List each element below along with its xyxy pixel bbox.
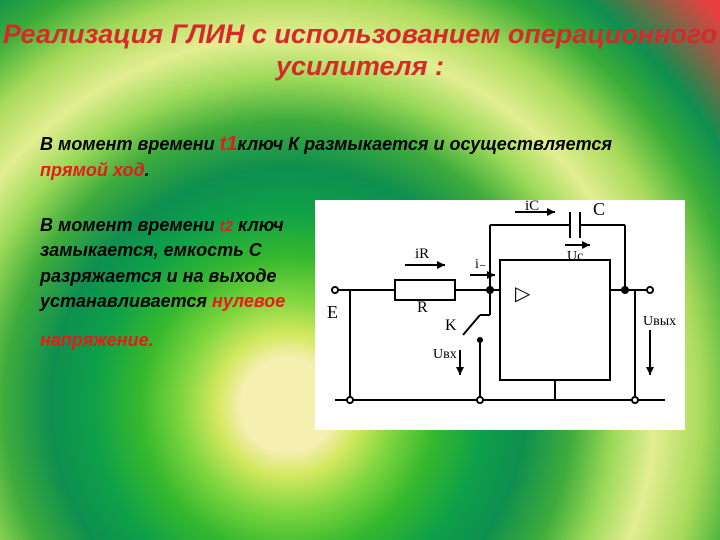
label-Uvx: Uвх (433, 347, 457, 362)
p2-a: В момент времени (40, 215, 220, 235)
p1-t1: t1 (220, 133, 238, 155)
p1-dot: . (145, 160, 150, 180)
slide: Реализация ГЛИН с использованием операци… (0, 0, 720, 540)
label-E: E (327, 302, 338, 322)
p2-f: напряжение. (40, 330, 154, 350)
paragraph-1: В момент времени t1ключ К размыкается и … (40, 130, 680, 183)
amp-triangle-icon: ▷ (515, 283, 531, 305)
circuit-diagram: E R iR K Uвх i₋ iС C Uс ▷ Uвых (315, 200, 685, 430)
p1-c: прямой ход (40, 160, 145, 180)
p1-b: ключ К размыкается и осуществляется (237, 134, 612, 154)
slide-title: Реализация ГЛИН с использованием операци… (0, 18, 720, 83)
label-iC: iС (525, 200, 539, 214)
p2-b: ключ (233, 215, 284, 235)
label-UC: Uс (567, 249, 583, 264)
label-iminus: i₋ (475, 257, 486, 272)
p2-zero: нулевое (212, 291, 285, 311)
paragraph-2: В момент времени t2 ключ замыкается, емк… (40, 213, 310, 353)
label-K: K (445, 317, 457, 334)
p2-t2: t2 (220, 218, 233, 235)
p1-a: В момент времени (40, 134, 220, 154)
label-R: R (417, 299, 428, 316)
label-iR: iR (415, 246, 429, 262)
label-C: C (593, 200, 605, 219)
p2-c: замыкается, емкость С (40, 238, 310, 263)
label-Uvyh: Uвых (643, 314, 676, 329)
p2-e: устанавливается (40, 291, 212, 311)
p2-d: разряжается и на выходе (40, 264, 310, 289)
